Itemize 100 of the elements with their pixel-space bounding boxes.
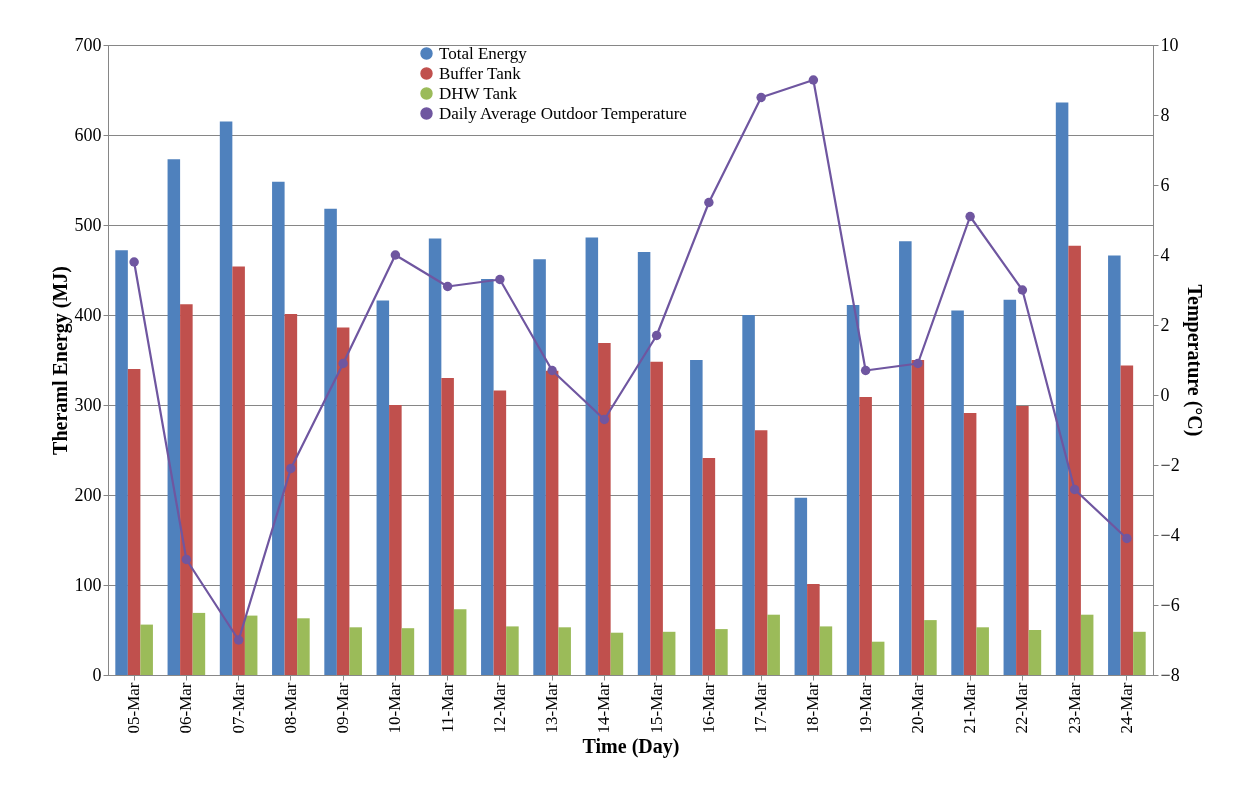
bar xyxy=(610,632,624,675)
bar xyxy=(284,314,298,675)
bar xyxy=(585,237,599,675)
y-axis-title: Theraml Energy (MJ) xyxy=(48,266,72,455)
bar xyxy=(389,405,402,675)
point xyxy=(651,330,662,341)
bar xyxy=(493,390,507,675)
bar xyxy=(1108,255,1121,675)
y2-axis-title: Temperature (°C) xyxy=(1182,284,1206,437)
bar xyxy=(715,629,728,675)
legend-label: DHW Tank xyxy=(439,83,518,103)
point xyxy=(808,75,819,85)
bar xyxy=(637,252,651,675)
bar xyxy=(598,342,611,675)
bar xyxy=(911,360,925,675)
bar xyxy=(558,627,571,675)
bar xyxy=(481,279,494,675)
y-tick-label: 400 xyxy=(74,304,102,325)
bar xyxy=(976,627,989,675)
y2-tick-label: −4 xyxy=(1160,524,1180,545)
bar xyxy=(441,378,454,675)
point xyxy=(599,414,610,425)
point xyxy=(129,257,139,267)
bar xyxy=(376,300,390,675)
bar xyxy=(754,430,768,675)
x-tick-label: 13-Mar xyxy=(542,682,562,734)
y-tick-label: 200 xyxy=(74,484,102,505)
y2-tick-label: 8 xyxy=(1160,104,1170,125)
bar xyxy=(899,241,912,675)
x-tick-label: 20-Mar xyxy=(907,682,927,734)
bar xyxy=(1120,365,1134,675)
y-tick-label: 500 xyxy=(74,214,102,235)
point xyxy=(913,358,923,369)
point xyxy=(704,197,714,208)
x-tick-label: 24-Mar xyxy=(1116,682,1136,734)
x-tick-label: 08-Mar xyxy=(280,682,300,734)
bar xyxy=(767,614,780,675)
y2-tick-label: 6 xyxy=(1160,174,1170,195)
bar xyxy=(336,327,350,675)
bar xyxy=(1003,299,1017,675)
x-tick-label: 22-Mar xyxy=(1012,682,1032,734)
bar xyxy=(127,369,141,675)
y2-tick-label: −6 xyxy=(1160,594,1180,615)
x-tick-label: 05-Mar xyxy=(124,682,144,734)
legend-label: Buffer Tank xyxy=(439,63,522,83)
bar xyxy=(924,620,937,675)
bar xyxy=(819,626,833,675)
bar xyxy=(428,238,442,675)
y-tick-label: 100 xyxy=(74,574,102,595)
bar xyxy=(1080,614,1094,675)
y2-tick-label: 10 xyxy=(1160,34,1179,55)
x-tick-label: 16-Mar xyxy=(698,682,718,734)
y2-tick-label: −8 xyxy=(1160,664,1180,685)
x-tick-label: 11-Mar xyxy=(437,682,457,733)
y2-tick-label: −2 xyxy=(1160,454,1180,475)
x-tick-label: 07-Mar xyxy=(228,682,248,734)
x-tick-label: 10-Mar xyxy=(385,682,405,734)
point xyxy=(286,463,296,474)
x-axis-title: Time (Day) xyxy=(582,735,680,759)
point xyxy=(1069,484,1080,495)
bar xyxy=(401,628,415,675)
point xyxy=(181,554,192,565)
point xyxy=(1122,533,1132,544)
bar xyxy=(1068,245,1081,675)
bar xyxy=(859,396,872,675)
bar xyxy=(662,631,676,675)
bar xyxy=(115,250,128,675)
y-tick-label: 300 xyxy=(74,394,102,415)
bar xyxy=(180,304,193,675)
bar xyxy=(1055,102,1069,675)
point xyxy=(495,274,505,285)
x-tick-label: 15-Mar xyxy=(646,682,666,734)
y-tick-label: 600 xyxy=(74,124,102,145)
bar xyxy=(807,584,820,675)
point xyxy=(756,92,766,103)
bar xyxy=(232,266,245,675)
y2-tick-label: 2 xyxy=(1160,314,1170,335)
point xyxy=(442,281,453,292)
bar xyxy=(963,413,977,675)
y2-tick-label: 0 xyxy=(1160,384,1170,405)
point xyxy=(338,358,348,369)
y-tick-label: 700 xyxy=(74,34,102,55)
bar xyxy=(846,305,860,675)
bar xyxy=(453,609,467,675)
point xyxy=(965,211,975,222)
x-tick-label: 21-Mar xyxy=(960,682,980,734)
bar xyxy=(690,360,703,675)
bar xyxy=(1016,405,1029,675)
bar xyxy=(650,361,663,675)
bar xyxy=(324,208,337,675)
y2-tick-label: 4 xyxy=(1160,244,1170,265)
bar xyxy=(272,181,285,675)
y-tick-label: 0 xyxy=(92,664,102,685)
point xyxy=(860,365,871,376)
bar xyxy=(192,612,206,675)
x-tick-label: 12-Mar xyxy=(489,682,509,734)
point xyxy=(547,365,557,376)
x-tick-label: 17-Mar xyxy=(751,682,771,734)
bar xyxy=(244,615,258,675)
bar xyxy=(140,624,153,675)
